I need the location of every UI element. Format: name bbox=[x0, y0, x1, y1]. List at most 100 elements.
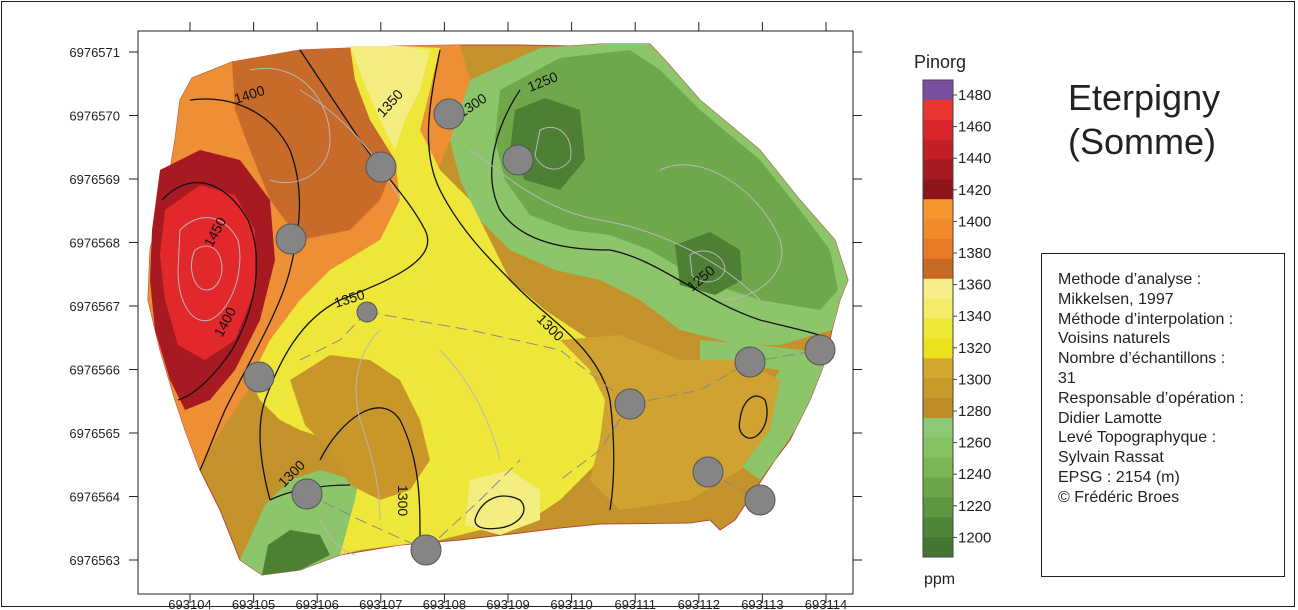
legend-level-label: 1480 bbox=[958, 87, 991, 104]
zone-red bbox=[160, 185, 255, 360]
y-tick-label: 6976567 bbox=[69, 299, 120, 314]
zone-gold-south bbox=[290, 355, 430, 500]
sample-point bbox=[692, 456, 724, 488]
y-tick-label: 6976570 bbox=[69, 109, 120, 124]
legend-level-label: 1200 bbox=[958, 529, 991, 546]
legend-swatch bbox=[923, 119, 953, 140]
x-tick-label: 693105 bbox=[232, 597, 275, 610]
legend-swatch bbox=[923, 477, 953, 498]
legend-swatch bbox=[923, 278, 953, 299]
sample-point bbox=[744, 484, 776, 516]
legend-swatch bbox=[923, 99, 953, 121]
y-tick-label: 6976566 bbox=[69, 363, 120, 378]
legend-swatch bbox=[923, 239, 953, 260]
legend-unit: ppm bbox=[924, 571, 956, 588]
sample-point bbox=[410, 534, 442, 566]
x-tick-label: 693110 bbox=[550, 597, 592, 610]
zone-green-southwest-dark bbox=[262, 530, 330, 575]
y-tick-label: 6976564 bbox=[69, 490, 120, 505]
info-line: Levé Topographyque : bbox=[1058, 429, 1217, 447]
legend-swatch bbox=[923, 437, 953, 458]
legend-level-label: 1280 bbox=[958, 403, 991, 420]
y-tick-label: 6976569 bbox=[69, 172, 120, 187]
legend-level-label: 1400 bbox=[958, 213, 991, 230]
legend-swatch bbox=[923, 338, 953, 359]
info-line: Didier Lamotte bbox=[1058, 409, 1163, 427]
x-tick-label: 693104 bbox=[168, 597, 211, 610]
info-line: EPSG : 2154 (m) bbox=[1058, 468, 1180, 486]
y-tick-label: 6976571 bbox=[69, 45, 120, 60]
map-title-line1: Eterpigny bbox=[1068, 77, 1221, 118]
legend-title: Pinorg bbox=[914, 52, 967, 72]
legend-level-label: 1240 bbox=[958, 466, 991, 483]
legend-level-label: 1340 bbox=[958, 308, 991, 325]
legend-swatch bbox=[923, 417, 953, 439]
x-tick-label: 693114 bbox=[805, 597, 847, 610]
info-line: Nombre d’échantillons : bbox=[1058, 350, 1226, 368]
legend-swatch bbox=[923, 179, 953, 200]
info-line: © Frédéric Broes bbox=[1058, 488, 1180, 506]
legend-swatch bbox=[923, 378, 953, 399]
info-box: Methode d’analyse : Mikkelsen, 1997 Méth… bbox=[1041, 253, 1285, 577]
legend-level-label: 1440 bbox=[958, 150, 991, 167]
legend-swatch bbox=[923, 80, 953, 101]
y-tick-label: 6976568 bbox=[69, 236, 120, 251]
contour-label: 1300 bbox=[395, 485, 411, 516]
x-tick-label: 693113 bbox=[741, 597, 783, 610]
info-line: 31 bbox=[1058, 369, 1076, 387]
info-line: Responsable d’opération : bbox=[1058, 389, 1244, 407]
legend-swatch bbox=[923, 139, 953, 160]
x-tick-label: 693112 bbox=[678, 597, 720, 610]
legend-swatch bbox=[923, 457, 953, 478]
info-line: Methode d’analyse : bbox=[1058, 271, 1202, 288]
y-tick-label: 6976563 bbox=[69, 553, 120, 568]
map-title: Eterpigny (Somme) bbox=[1068, 76, 1220, 164]
sample-point bbox=[275, 223, 307, 255]
x-tick-label: 693111 bbox=[614, 597, 655, 610]
legend-level-label: 1220 bbox=[958, 498, 991, 515]
sample-point bbox=[614, 388, 646, 420]
x-tick-label: 693108 bbox=[423, 597, 466, 610]
map-title-line2: (Somme) bbox=[1068, 121, 1217, 162]
legend-level-label: 1260 bbox=[958, 435, 991, 452]
zone-green-mid bbox=[495, 50, 838, 310]
legend-swatch bbox=[923, 219, 953, 240]
legend-swatch bbox=[923, 358, 953, 379]
legend-colorbar: 1480 1460 1440 1420 1400 1380 1360 1340 1320 1300… bbox=[922, 79, 991, 558]
legend-level-label: 1300 bbox=[958, 371, 991, 388]
y-tick-label: 6976565 bbox=[69, 426, 120, 441]
info-line: Sylvain Rassat bbox=[1058, 449, 1164, 467]
contour-lines bbox=[161, 49, 831, 541]
zone-yellow-light-south bbox=[465, 470, 540, 535]
sample-point bbox=[734, 346, 766, 378]
info-line: Méthode d’interpolation : bbox=[1058, 310, 1234, 328]
sample-point bbox=[804, 334, 836, 366]
legend-swatch bbox=[923, 159, 953, 180]
sample-point bbox=[433, 98, 465, 130]
sample-point bbox=[291, 478, 323, 510]
legend-level-label: 1380 bbox=[958, 245, 991, 262]
x-tick-label: 693107 bbox=[359, 597, 402, 610]
legend-swatch bbox=[923, 517, 953, 538]
zone-yellow-light bbox=[350, 46, 430, 150]
legend-level-label: 1320 bbox=[958, 340, 991, 357]
sample-point bbox=[502, 144, 534, 176]
legend-level-label: 1460 bbox=[958, 119, 991, 136]
legend-level-label: 1360 bbox=[958, 277, 991, 294]
legend-swatch bbox=[923, 497, 953, 518]
contour-minor-lines bbox=[177, 68, 783, 556]
legend-swatch bbox=[923, 537, 953, 558]
zone-gold-east bbox=[560, 335, 780, 510]
legend-swatch bbox=[923, 318, 953, 339]
axis-layer: 693104 693105 693106 693107 693108 693109 6931… bbox=[69, 22, 862, 610]
legend-level-label: 1420 bbox=[958, 182, 991, 199]
zone-green-dark-2 bbox=[675, 232, 742, 295]
x-tick-label: 693106 bbox=[296, 597, 339, 610]
legend-swatch bbox=[923, 258, 953, 280]
sample-point bbox=[365, 151, 397, 183]
legend-border bbox=[922, 79, 954, 558]
legend-swatch bbox=[923, 398, 953, 419]
sample-points bbox=[243, 98, 836, 566]
legend-swatch bbox=[923, 199, 953, 220]
